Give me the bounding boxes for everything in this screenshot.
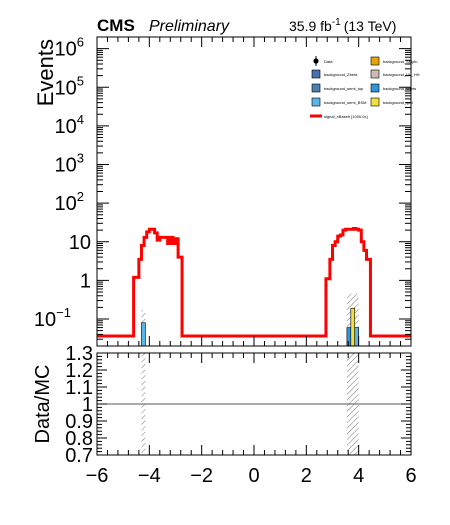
- background-bar-3: [354, 327, 359, 347]
- legend-entry-6: background_semi_BSM: [311, 97, 366, 107]
- main-y-tick-label: 106: [55, 35, 84, 61]
- ratio-y-tick-label: 1.2: [65, 360, 93, 382]
- legend-label: background_Zbeta: [324, 72, 358, 77]
- legend-label: background_Wjets: [383, 86, 416, 91]
- main-y-axis-title: Events: [33, 39, 58, 106]
- legend-entry-7: background_qcd: [370, 97, 413, 107]
- experiment-label: CMS: [97, 16, 135, 35]
- ratio-y-tick-label: 1.3: [65, 343, 93, 365]
- legend-entry-8: signal_xBaseh [1000.0x]: [310, 114, 368, 119]
- legend-entry-3: background_VV_HH: [370, 69, 420, 79]
- main-y-tick-label: 102: [55, 189, 84, 215]
- ratio-y-tick-label: 0.8: [65, 428, 93, 450]
- legend-entry-4: background_semi_top: [311, 83, 364, 93]
- main-plot-frame: [96, 36, 412, 347]
- x-tick-label: 6: [405, 465, 416, 487]
- x-tick-label: −2: [190, 465, 213, 487]
- x-tick-label: 2: [301, 465, 312, 487]
- main-y-tick-label: 1: [80, 270, 91, 292]
- main-y-tick-label: 10−1: [34, 305, 71, 331]
- status-label: Preliminary: [149, 18, 230, 35]
- main-y-tick-label: 104: [55, 112, 84, 138]
- legend-label: background_qcd: [383, 100, 413, 105]
- main-x-ticks: [96, 37, 412, 346]
- main-y-tick-label: 10: [69, 232, 91, 254]
- ratio-y-tick-label: 1: [82, 394, 93, 416]
- legend-entry-2: background_Zbeta: [311, 69, 358, 79]
- x-tick-label: 0: [248, 465, 259, 487]
- legend-label: Data: [324, 59, 333, 64]
- x-tick-label: −6: [86, 465, 109, 487]
- ratio-y-axis: 0.70.80.911.11.21.3: [65, 343, 411, 467]
- ratio-y-tick-label: 0.9: [65, 411, 93, 433]
- background-bar-2: [350, 307, 356, 347]
- background-bar-1: [346, 327, 352, 347]
- legend-entry-5: background_Wjets: [370, 83, 416, 93]
- x-tick-label: 4: [353, 465, 364, 487]
- lumi-label: 35.9 fb-1 (13 TeV): [289, 17, 396, 34]
- signal-histogram-line: [97, 227, 411, 338]
- ratio-y-tick-label: 0.7: [65, 445, 93, 467]
- legend-label: background_semi_top: [324, 86, 364, 91]
- legend-label: background_semi_BSM: [324, 100, 366, 105]
- ratio-y-axis-title: Data/MC: [32, 365, 54, 444]
- background-bar-0: [141, 322, 146, 347]
- legend-label: background_VV_HH: [383, 72, 420, 77]
- x-tick-label: −4: [138, 465, 161, 487]
- main-y-axis: 10−1 1 10 102 103 104 105 106: [34, 35, 411, 347]
- legend-entry-0: Data: [313, 56, 333, 66]
- legend-label: signal_xBaseh [1000.0x]: [324, 114, 368, 119]
- main-y-tick-label: 103: [55, 151, 84, 177]
- legend-entry-1: background_SMplu: [370, 56, 417, 66]
- main-y-tick-label: 105: [55, 73, 84, 99]
- main-plot-panel: 10−1 1 10 102 103 104 105 106 Events Data backgr…: [33, 35, 420, 347]
- ratio-x-axis: −6 −4 −2 0 2 4 6: [86, 353, 417, 487]
- ratio-plot-panel: 0.70.80.911.11.21.3 −6 −4 −2 0 2 4 6 Data/MC: [32, 343, 417, 487]
- legend-label: background_SMplu: [383, 59, 417, 64]
- ratio-y-tick-label: 1.1: [65, 377, 93, 399]
